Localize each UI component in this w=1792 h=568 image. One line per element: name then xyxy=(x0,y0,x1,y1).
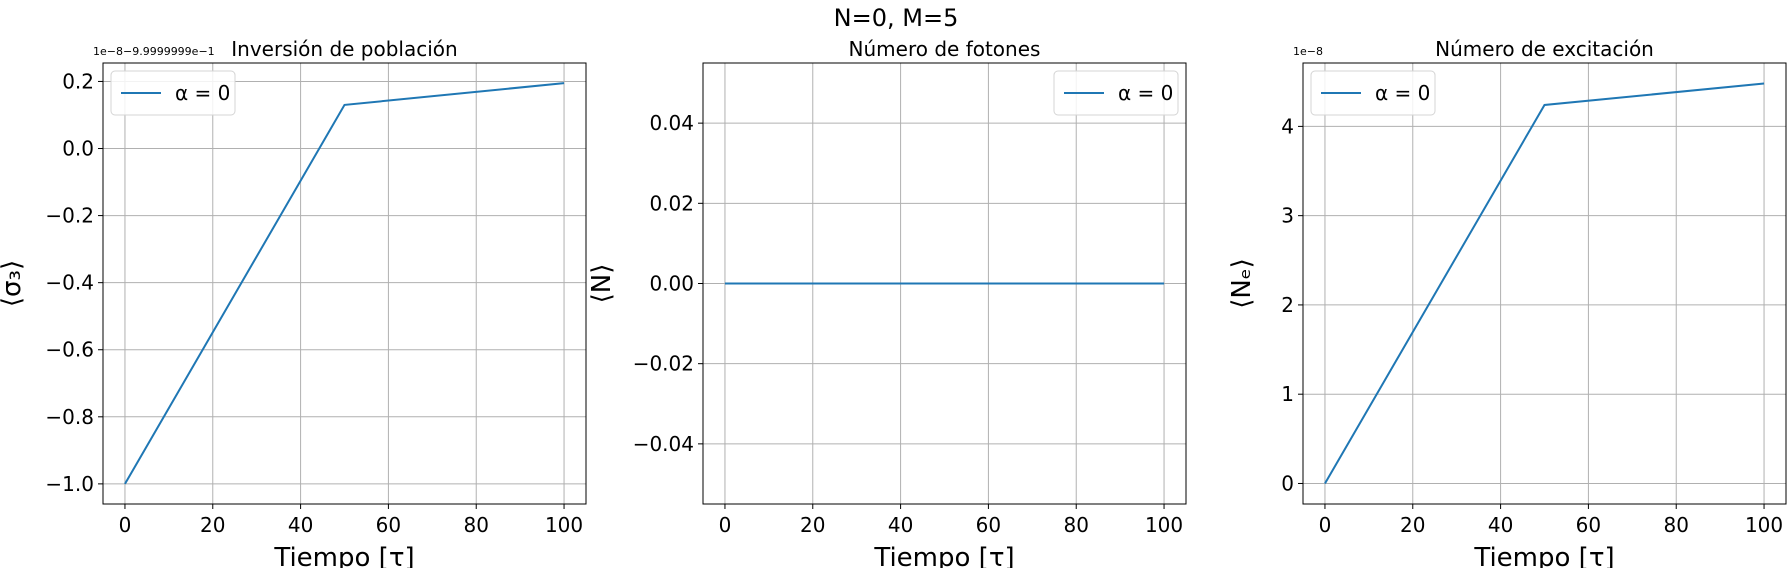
y-axis-label: ⟨N⟩ xyxy=(587,264,617,304)
x-tick-label: 0 xyxy=(119,513,132,537)
x-tick-label: 80 xyxy=(464,513,489,537)
y-tick-label: 3 xyxy=(1281,204,1294,228)
y-tick-label: 1 xyxy=(1281,382,1294,406)
y-axis-label: ⟨σ₃⟩ xyxy=(0,260,27,307)
y-tick-label: −0.02 xyxy=(633,352,694,376)
y-tick-label: −1.0 xyxy=(45,472,94,496)
x-tick-label: 0 xyxy=(719,513,732,537)
y-tick-label: 0.0 xyxy=(62,137,94,161)
x-tick-label: 100 xyxy=(1145,513,1183,537)
legend-frame xyxy=(1310,70,1436,116)
series-line-1 xyxy=(1324,82,1765,484)
y-tick-label: 0.02 xyxy=(649,191,694,215)
x-tick-label: 60 xyxy=(1576,513,1601,537)
x-tick-label: 80 xyxy=(1664,513,1689,537)
y-tick-label: −0.2 xyxy=(45,204,94,228)
legend: α = 0 xyxy=(1053,70,1179,116)
axes-frame xyxy=(1302,62,1787,505)
subplot-title: Número de excitación xyxy=(1435,37,1654,61)
x-tick-label: 20 xyxy=(1400,513,1425,537)
subplot-2: 0 20 40 60 80 100 −0.04 −0.02 0.00 0.02 0.04 Número… xyxy=(587,37,1187,568)
y-tick-label: −0.04 xyxy=(633,432,694,456)
subplot-3: 0 20 40 60 80 100 0 1 2 3 4 Número de excitación 1e−… xyxy=(1227,37,1787,568)
legend-frame xyxy=(1053,70,1179,116)
legend-entry: α = 0 xyxy=(1375,81,1430,105)
x-tick-label: 40 xyxy=(1488,513,1513,537)
axis-offset-text: 1e−8 xyxy=(1293,45,1323,58)
figure-title: N=0, M=5 xyxy=(834,4,959,32)
subplots: 0 20 40 60 80 100−1.0−0.8−0.6−0.4−0.20.00.2In… xyxy=(0,37,1787,568)
x-axis-label: Tiempo [τ] xyxy=(1473,543,1614,568)
x-tick-label: 20 xyxy=(800,513,825,537)
legend-frame xyxy=(110,70,236,116)
x-axis-label: Tiempo [τ] xyxy=(273,543,414,568)
x-tick-label: 40 xyxy=(888,513,913,537)
series-line-1 xyxy=(124,82,565,485)
subplot-1: 0 20 40 60 80 100 −1.0 −0.8 −0.6 −0.4 −0.2 0.0 0.2 In… xyxy=(0,37,587,568)
subplot-title: Inversión de población xyxy=(231,37,457,61)
axis-offset-text: 1e−8−9.9999999e−1 xyxy=(93,45,215,58)
x-tick-label: 0 xyxy=(1319,513,1332,537)
x-tick-label: 60 xyxy=(376,513,401,537)
y-tick-label: 0.00 xyxy=(649,272,694,296)
y-axis-label: ⟨Nₑ⟩ xyxy=(1227,258,1257,309)
legend: α = 0 xyxy=(110,70,236,116)
x-tick-label: 100 xyxy=(545,513,583,537)
legend-entry: α = 0 xyxy=(175,81,230,105)
y-tick-label: 2 xyxy=(1281,293,1294,317)
y-tick-label: −0.8 xyxy=(45,405,94,429)
legend: α = 0 xyxy=(1310,70,1436,116)
y-tick-label: 0 xyxy=(1281,471,1294,495)
subplot-title: Número de fotones xyxy=(849,37,1041,61)
x-axis-label: Tiempo [τ] xyxy=(873,543,1014,568)
x-tick-label: 60 xyxy=(976,513,1001,537)
y-tick-label: −0.4 xyxy=(45,271,94,295)
y-tick-label: −0.6 xyxy=(45,338,94,362)
legend-entry: α = 0 xyxy=(1118,81,1173,105)
x-tick-label: 20 xyxy=(200,513,225,537)
x-tick-label: 100 xyxy=(1745,513,1783,537)
x-tick-label: 80 xyxy=(1064,513,1089,537)
y-tick-label: 0.04 xyxy=(649,111,694,135)
x-tick-label: 40 xyxy=(288,513,313,537)
axes-frame xyxy=(102,62,587,505)
y-tick-label: 0.2 xyxy=(62,69,94,93)
y-tick-label: 4 xyxy=(1281,114,1294,138)
